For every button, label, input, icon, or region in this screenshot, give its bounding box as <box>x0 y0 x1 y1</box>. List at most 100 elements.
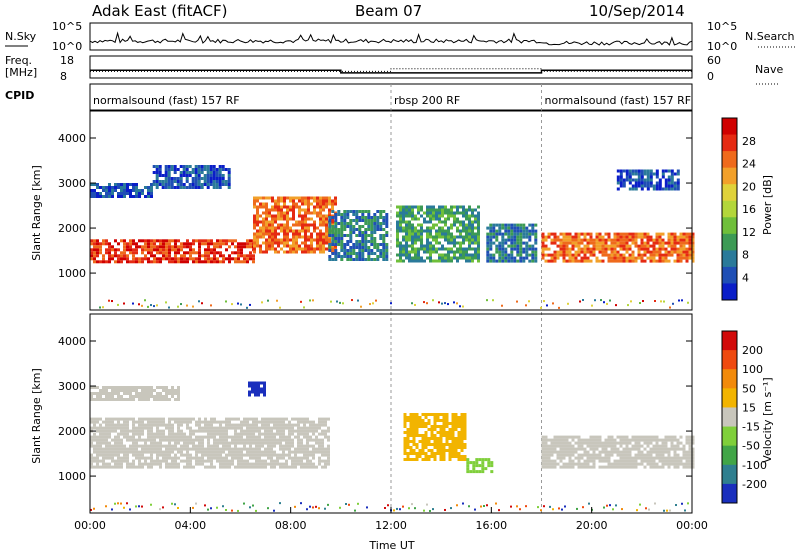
data-cell <box>424 437 428 440</box>
data-cell <box>562 456 566 460</box>
cpid-segment-label: rbsp 200 RF <box>394 94 460 107</box>
data-cell <box>349 228 353 231</box>
data-cell <box>262 211 265 215</box>
data-cell <box>474 232 477 236</box>
data-cell <box>462 238 465 242</box>
data-cell <box>258 456 261 460</box>
data-cell <box>450 247 453 251</box>
data-cell <box>129 395 132 398</box>
data-cell <box>349 225 353 228</box>
data-cell <box>471 238 474 242</box>
data-cell <box>670 441 674 445</box>
data-cell <box>676 184 680 188</box>
data-cell <box>165 423 168 427</box>
data-cell <box>325 235 328 239</box>
data-cell <box>376 222 380 225</box>
data-cell <box>141 304 143 307</box>
data-cell <box>188 171 192 174</box>
data-cell <box>231 257 234 261</box>
data-cell <box>667 178 671 182</box>
data-cell <box>339 301 341 304</box>
data-cell <box>450 241 453 245</box>
data-cell <box>194 174 198 177</box>
data-cell <box>99 389 102 392</box>
data-cell <box>441 214 444 218</box>
data-cell <box>325 247 328 251</box>
data-cell <box>349 231 353 234</box>
data-cell <box>210 426 213 430</box>
data-cell <box>114 248 117 252</box>
data-cell <box>346 258 350 261</box>
data-cell <box>637 253 641 257</box>
data-cell <box>96 441 99 445</box>
data-cell <box>468 217 471 221</box>
data-cell <box>355 213 359 216</box>
data-cell <box>622 184 626 188</box>
data-cell <box>441 205 444 209</box>
data-cell <box>504 259 508 263</box>
data-cell <box>186 450 189 454</box>
data-cell <box>102 453 105 457</box>
colorbar-tick-label: 8 <box>742 249 749 262</box>
data-cell <box>291 432 294 436</box>
data-cell <box>604 238 608 242</box>
data-cell <box>300 420 303 424</box>
data-cell <box>262 241 265 245</box>
data-cell <box>457 416 461 419</box>
data-cell <box>405 241 408 245</box>
data-cell <box>640 244 644 248</box>
data-cell <box>144 239 147 243</box>
data-cell <box>643 259 647 263</box>
data-cell <box>215 177 219 180</box>
data-cell <box>111 248 114 252</box>
data-cell <box>463 437 467 440</box>
data-cell <box>240 254 243 258</box>
data-cell <box>198 444 201 448</box>
data-cell <box>207 444 210 448</box>
data-cell <box>465 250 468 254</box>
data-cell <box>429 232 432 236</box>
data-cell <box>200 165 204 168</box>
data-cell <box>367 246 371 249</box>
data-cell <box>679 238 683 242</box>
data-cell <box>376 225 380 228</box>
data-cell <box>625 441 629 445</box>
data-cell <box>168 423 171 427</box>
station-title: Adak East (fitACF) <box>92 2 227 20</box>
data-cell <box>105 186 108 189</box>
data-cell <box>99 195 102 198</box>
data-cell <box>396 205 399 209</box>
data-cell <box>307 208 310 212</box>
colorbar-swatch <box>722 464 737 485</box>
data-cell <box>210 444 213 448</box>
data-cell <box>264 441 267 445</box>
data-cell <box>607 232 611 236</box>
data-cell <box>477 253 480 257</box>
data-cell <box>598 238 602 242</box>
data-cell <box>429 250 432 254</box>
data-cell <box>126 447 129 451</box>
data-cell <box>522 256 526 260</box>
data-cell <box>355 216 359 219</box>
colorbar-swatch <box>722 426 737 447</box>
data-cell <box>367 240 371 243</box>
data-cell <box>173 165 177 168</box>
data-cell <box>550 438 554 442</box>
data-cell <box>451 434 455 437</box>
data-cell <box>658 459 662 463</box>
data-cell <box>271 241 274 245</box>
data-cell <box>265 217 268 221</box>
data-cell <box>634 232 638 236</box>
data-cell <box>418 455 422 458</box>
data-cell <box>141 438 144 442</box>
data-cell <box>96 395 99 398</box>
data-cell <box>607 247 611 251</box>
data-cell <box>177 245 180 249</box>
data-cell <box>277 205 280 209</box>
data-cell <box>565 253 569 257</box>
data-cell <box>411 302 413 305</box>
data-cell <box>325 205 328 209</box>
data-cell <box>221 165 225 168</box>
data-cell <box>150 450 153 454</box>
data-cell <box>649 172 653 176</box>
